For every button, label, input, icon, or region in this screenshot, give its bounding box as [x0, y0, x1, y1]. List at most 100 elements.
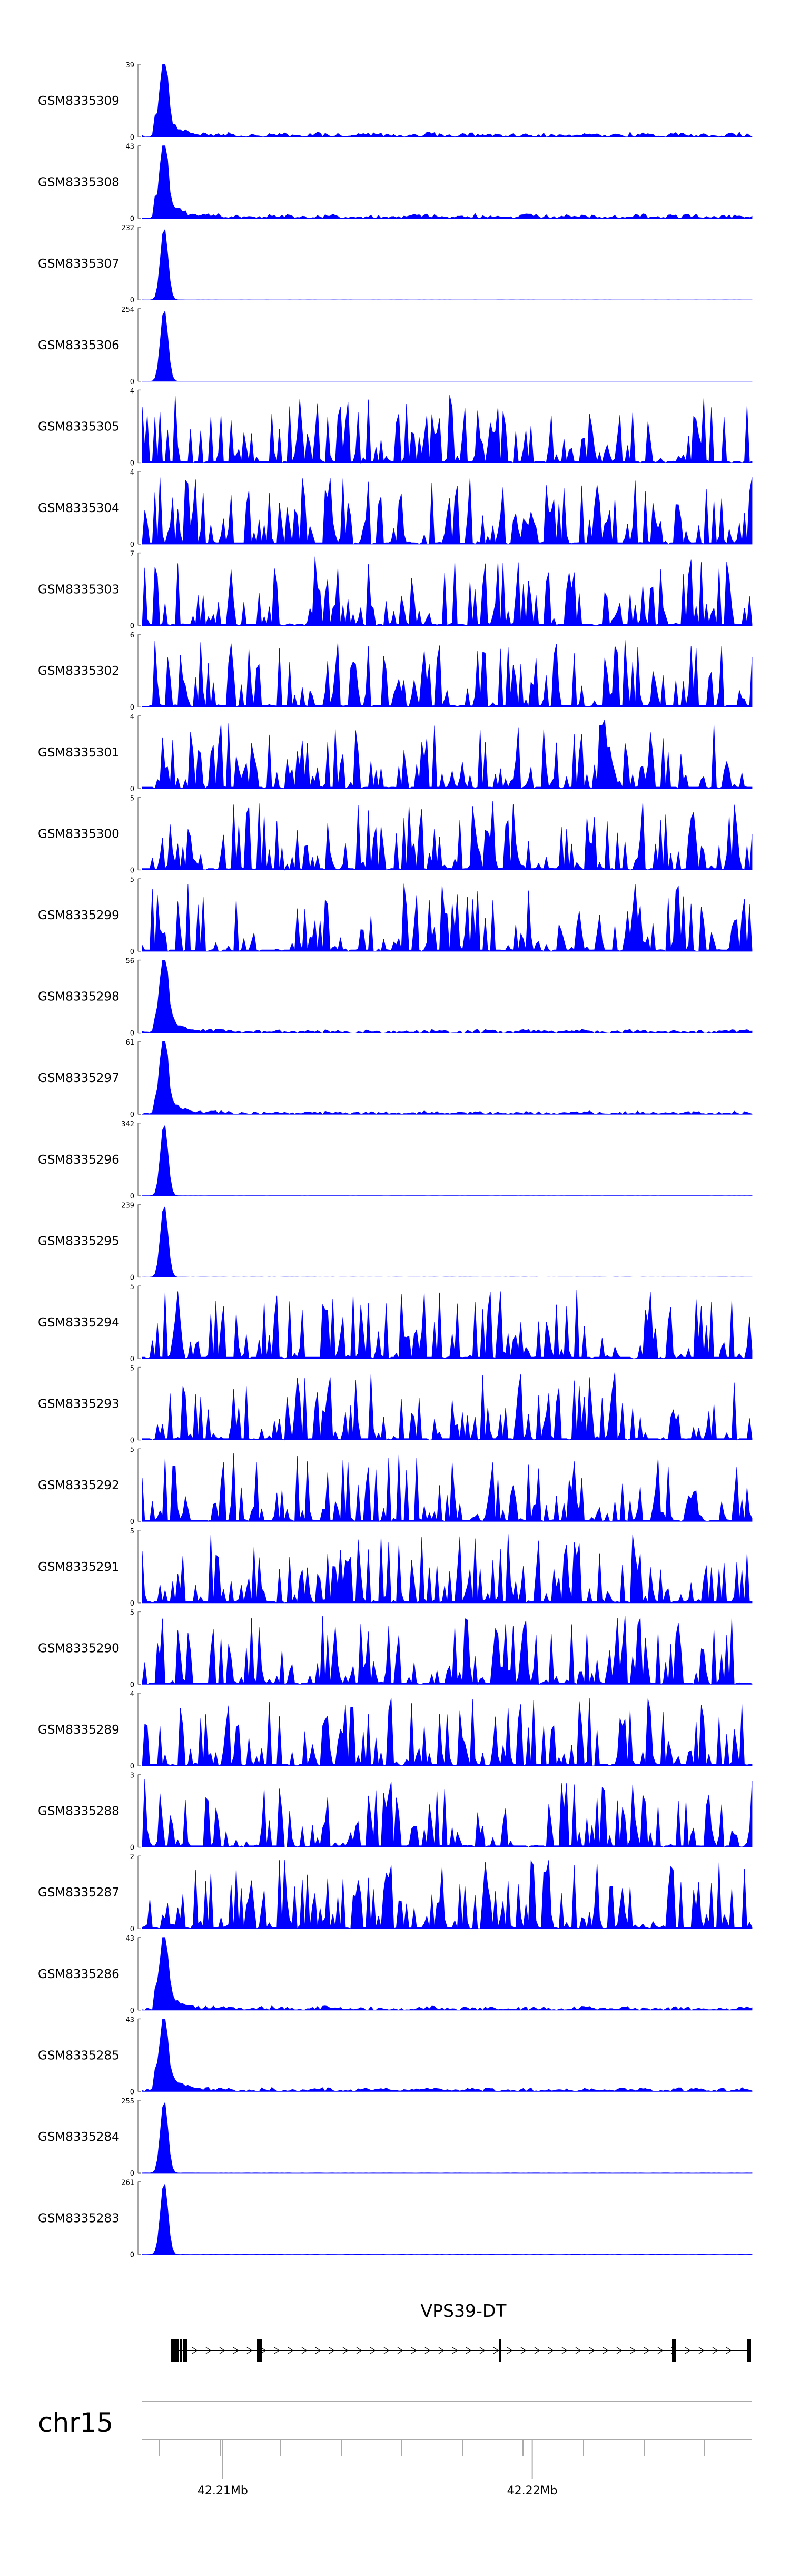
track-GSM8335293: GSM8335293 5 0 [38, 1365, 753, 1445]
strand-arrow [438, 2347, 445, 2354]
track-label: GSM8335304 [38, 502, 120, 515]
y-max-label: 5 [130, 1528, 134, 1536]
exon-block [672, 2339, 676, 2362]
signal-area [142, 2101, 753, 2174]
y-max-label: 4 [130, 1690, 134, 1698]
track-label: GSM8335297 [38, 1071, 120, 1085]
track-label: GSM8335293 [38, 1398, 120, 1411]
signal-area [142, 1290, 753, 1359]
strand-arrow [246, 2347, 253, 2354]
exon-block [499, 2339, 501, 2362]
y-max-label: 2 [130, 1853, 134, 1861]
y-max-label: 6 [130, 632, 134, 640]
gene-track: VPS39-DT [171, 2300, 751, 2362]
y-min-label: 0 [130, 1925, 134, 1933]
signal-area [142, 1616, 753, 1685]
track-GSM8335298: GSM8335298 56 0 [38, 958, 753, 1038]
track-GSM8335304: GSM8335304 4 0 [38, 469, 753, 549]
y-max-label: 4 [130, 469, 134, 477]
track-label: GSM8335299 [38, 909, 120, 922]
y-min-label: 0 [130, 1844, 134, 1852]
signal-area [142, 1124, 753, 1196]
strand-arrow [452, 2347, 458, 2354]
strand-arrow [630, 2347, 636, 2354]
strand-arrow [466, 2347, 472, 2354]
signal-area [142, 228, 753, 300]
track-GSM8335295: GSM8335295 239 0 [38, 1202, 753, 1282]
strand-arrow [274, 2347, 280, 2354]
exon-block [180, 2339, 182, 2362]
strand-arrow [616, 2347, 623, 2354]
strand-arrow [603, 2347, 609, 2354]
y-max-label: 232 [121, 224, 134, 232]
signal-area [142, 719, 753, 789]
chromosome-label: chr15 [38, 2407, 113, 2438]
track-GSM8335296: GSM8335296 342 0 [38, 1120, 753, 1201]
y-max-label: 5 [130, 1365, 134, 1373]
strand-arrow [685, 2347, 691, 2354]
strand-arrow [657, 2347, 664, 2354]
signal-area [142, 1206, 753, 1277]
strand-arrow [219, 2347, 225, 2354]
signal-area [142, 395, 753, 464]
y-max-label: 43 [125, 2016, 134, 2024]
y-min-label: 0 [130, 134, 134, 142]
signal-area [142, 1860, 753, 1929]
track-GSM8335285: GSM8335285 43 0 [38, 2016, 753, 2096]
y-min-label: 0 [130, 1437, 134, 1445]
y-max-label: 61 [125, 1039, 134, 1047]
y-min-label: 0 [130, 1681, 134, 1689]
exon-block [747, 2339, 751, 2362]
y-max-label: 7 [130, 550, 134, 558]
track-GSM8335287: GSM8335287 2 0 [38, 1853, 753, 1933]
y-min-label: 0 [130, 2007, 134, 2015]
strand-arrow [644, 2347, 650, 2354]
y-max-label: 4 [130, 713, 134, 721]
axis-ticks: 42.21Mb 42.22Mb [159, 2439, 705, 2498]
signal-area [142, 960, 753, 1034]
y-min-label: 0 [130, 623, 134, 631]
signal-area [142, 1937, 753, 2011]
y-max-label: 5 [130, 876, 134, 884]
strand-arrow [548, 2347, 554, 2354]
track-GSM8335284: GSM8335284 255 0 [38, 2098, 753, 2178]
track-label: GSM8335289 [38, 1723, 120, 1737]
exon-block [183, 2339, 187, 2362]
signal-area [142, 883, 753, 952]
strand-arrow [205, 2347, 212, 2354]
signal-area [142, 801, 753, 871]
signal-area [142, 1453, 753, 1522]
y-max-label: 3 [130, 1772, 134, 1780]
track-label: GSM8335284 [38, 2130, 120, 2144]
y-max-label: 5 [130, 794, 134, 802]
track-GSM8335286: GSM8335286 43 0 [38, 1935, 753, 2015]
y-max-label: 5 [130, 1283, 134, 1291]
track-GSM8335291: GSM8335291 5 0 [38, 1528, 753, 1608]
y-min-label: 0 [130, 215, 134, 223]
track-label: GSM8335302 [38, 664, 120, 678]
strand-arrow [329, 2347, 335, 2354]
strand-arrow [356, 2347, 362, 2354]
track-label: GSM8335287 [38, 1886, 120, 1900]
track-label: GSM8335283 [38, 2212, 120, 2226]
strand-arrow [233, 2347, 239, 2354]
track-label: GSM8335303 [38, 583, 120, 597]
signal-area [142, 2183, 753, 2255]
strand-arrow [411, 2347, 417, 2354]
track-label: GSM8335307 [38, 257, 120, 271]
y-min-label: 0 [130, 2170, 134, 2178]
track-GSM8335294: GSM8335294 5 0 [38, 1283, 753, 1363]
axis-tick-label: 42.21Mb [197, 2484, 248, 2498]
track-label: GSM8335298 [38, 990, 120, 1004]
track-label: GSM8335288 [38, 1805, 120, 1818]
y-min-label: 0 [130, 2088, 134, 2096]
strand-arrow [301, 2347, 308, 2354]
track-label: GSM8335296 [38, 1153, 120, 1167]
strand-arrow [260, 2347, 266, 2354]
y-min-label: 0 [130, 704, 134, 712]
strand-arrow [342, 2347, 349, 2354]
y-min-label: 0 [130, 948, 134, 956]
strand-arrow [712, 2347, 718, 2354]
track-label: GSM8335308 [38, 176, 120, 190]
